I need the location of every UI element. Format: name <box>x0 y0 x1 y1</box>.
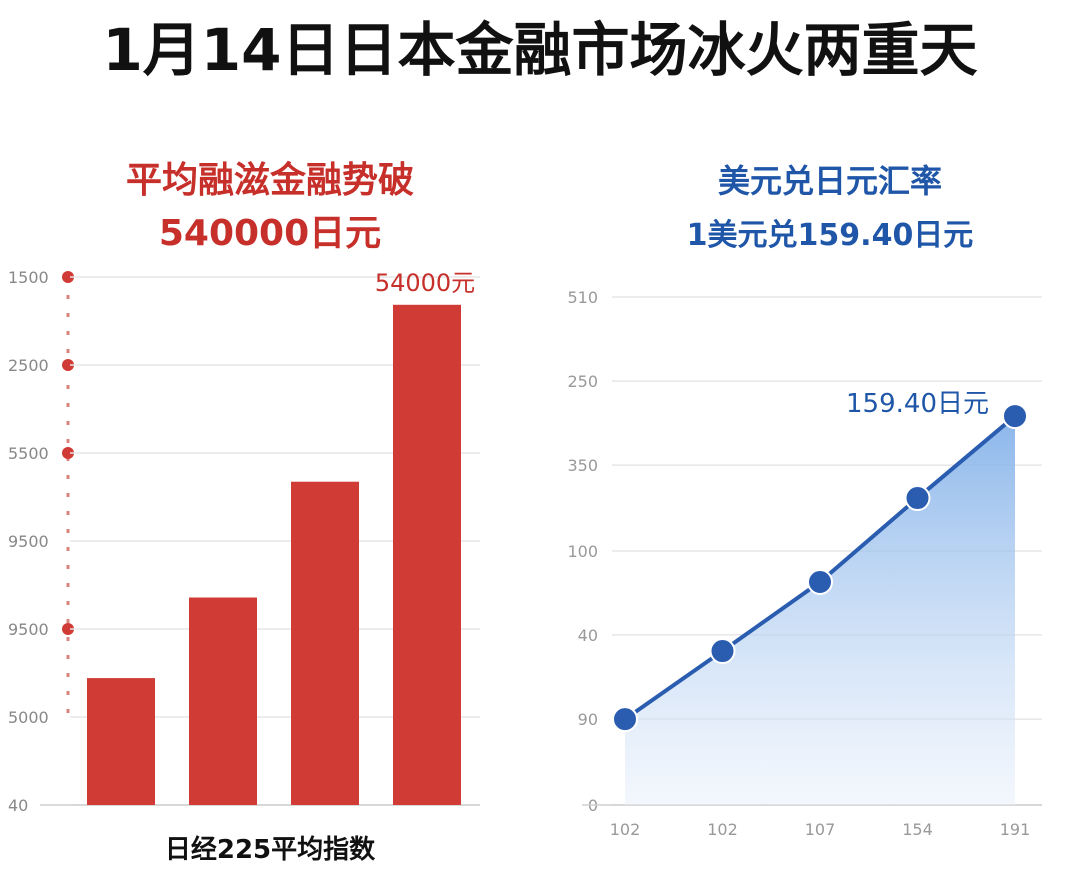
y-tick-label: 9500 <box>8 620 49 639</box>
left-title: 平均融滋金融势破 <box>126 159 414 201</box>
x-tick-label: 154 <box>902 820 933 839</box>
y-tick-label: 90 <box>578 710 598 729</box>
x-axis-label: 日经225平均指数 <box>165 834 376 865</box>
y-tick-label: 40 <box>578 626 598 645</box>
x-tick-label: 102 <box>707 820 738 839</box>
main-title: 1月14日日本金融市场冰火两重天 <box>102 16 977 84</box>
y-tick-label: 5000 <box>8 708 49 727</box>
axis-dot <box>62 359 74 371</box>
bar <box>393 304 461 805</box>
point <box>904 485 931 512</box>
y-tick-label: 9500 <box>8 532 49 551</box>
axis-dot <box>62 623 74 635</box>
point <box>709 638 736 665</box>
point <box>807 568 833 595</box>
y-tick-label: 250 <box>567 372 598 391</box>
y-tick-label: 1500 <box>8 268 49 287</box>
y-tick-label: 100 <box>567 542 598 561</box>
axis-dot <box>62 447 74 459</box>
x-tick-label: 191 <box>1000 820 1031 839</box>
value-label: 54000元 <box>375 269 475 297</box>
y-tick-label: 350 <box>567 456 598 475</box>
y-tick-label: 5500 <box>8 444 49 463</box>
left-subtitle: 540000日元 <box>159 213 381 254</box>
y-tick-label: 510 <box>567 288 598 307</box>
bar <box>189 597 257 805</box>
x-tick-label: 102 <box>610 820 641 839</box>
x-tick-label: 107 <box>805 820 836 839</box>
bar <box>87 678 155 805</box>
right-subtitle: 1美元兑159.40日元 <box>687 218 974 253</box>
point <box>1002 403 1028 430</box>
value-label: 159.40日元 <box>846 389 989 419</box>
y-tick-label: 2500 <box>8 356 49 375</box>
right-title: 美元兑日元汇率 <box>718 162 942 200</box>
point <box>612 706 638 733</box>
bar <box>291 481 359 805</box>
axis-dot <box>62 271 74 283</box>
y-tick-label: 40 <box>8 796 28 815</box>
area <box>625 416 1015 805</box>
